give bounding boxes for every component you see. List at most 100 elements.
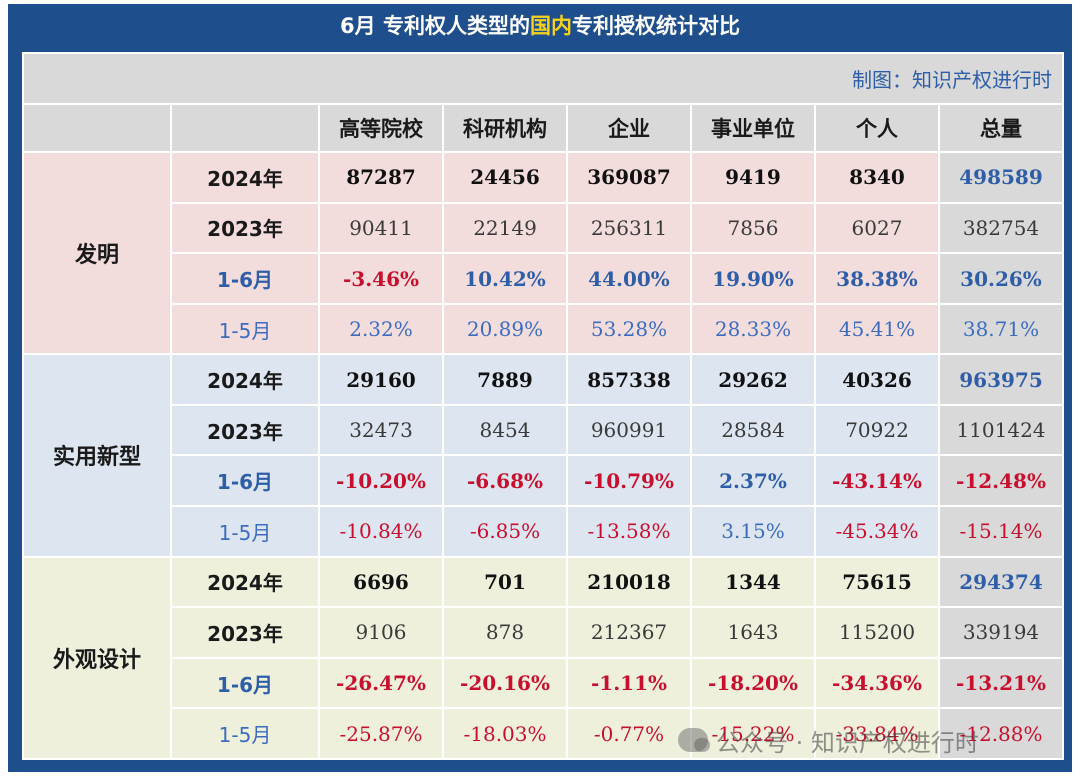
table-cell: 29262 xyxy=(690,353,816,406)
header-row: 高等院校 科研机构 企业 事业单位 个人 总量 xyxy=(22,102,1064,154)
table-cell: 210018 xyxy=(566,555,692,609)
table-cell: 878 xyxy=(442,606,568,659)
table-cell: -6.85% xyxy=(442,505,568,558)
table-cell: 2.37% xyxy=(690,454,816,508)
row-label: 1-5月 xyxy=(170,707,320,760)
table-cell: -3.46% xyxy=(318,252,444,305)
table-row: 外观设计 2024年 6696 701 210018 1344 75615 294374 xyxy=(22,555,1064,761)
table-cell: 256311 xyxy=(566,201,692,255)
table-cell: 19.90% xyxy=(690,252,816,305)
table-cell: 115200 xyxy=(814,606,940,659)
title-suffix: 专利授权统计对比 xyxy=(571,14,740,38)
title-prefix: 6月 专利权人类型的 xyxy=(340,14,530,38)
column-header: 总量 xyxy=(938,102,1064,154)
table-cell: 32473 xyxy=(318,403,444,457)
table-row: 1-6月 -26.47% -20.16% -1.11% -18.20% -34.36% -1… xyxy=(23,656,1064,710)
table-cell: 38.71% xyxy=(938,302,1064,356)
table-cell: -34.36% xyxy=(814,656,940,710)
table-cell: 212367 xyxy=(566,606,692,659)
table-cell: -0.77% xyxy=(566,707,692,760)
row-label: 1-5月 xyxy=(170,302,320,356)
table-cell: 44.00% xyxy=(566,252,692,305)
table-cell: 90411 xyxy=(318,201,444,255)
table-cell: 30.26% xyxy=(938,252,1064,305)
table-cell: 7889 xyxy=(442,353,568,406)
row-label: 2023年 xyxy=(170,201,320,255)
table-row: 2023年 9106 878 212367 1643 115200 339194 xyxy=(23,606,1064,659)
table-row: 1-5月 -25.87% -18.03% -0.77% -15.22% -33.84% -1… xyxy=(23,707,1064,760)
table-cell: 45.41% xyxy=(814,302,940,356)
row-label: 2024年 xyxy=(170,353,320,406)
table-row: 2023年 90411 22149 256311 7856 6027 382754 xyxy=(23,201,1064,255)
table-cell: 963975 xyxy=(938,353,1064,406)
patent-stats-table: 制图：知识产权进行时 高等院校 科研机构 企业 事业单位 个人 总量 发明 202… xyxy=(22,52,1064,761)
category-label: 实用新型 xyxy=(22,353,172,558)
table-cell: 6696 xyxy=(318,555,444,609)
category-label: 发明 xyxy=(22,151,172,356)
table-cell: -13.58% xyxy=(566,505,692,558)
table-cell: 2.32% xyxy=(318,302,444,356)
table-cell: 53.28% xyxy=(566,302,692,356)
table-cell: 857338 xyxy=(566,353,692,406)
row-label: 1-6月 xyxy=(170,454,320,508)
table-cell: -33.84% xyxy=(814,707,940,760)
table-cell: 24456 xyxy=(442,151,568,204)
column-header: 高等院校 xyxy=(318,102,444,154)
chart-title: 6月 专利权人类型的 国内 专利授权统计对比 xyxy=(8,4,1072,46)
table-cell: -25.87% xyxy=(318,707,444,760)
table-cell: -18.03% xyxy=(442,707,568,760)
table-cell: 28.33% xyxy=(690,302,816,356)
table-row: 实用新型 2024年 29160 7889 857338 29262 40326 963975 xyxy=(22,353,1064,558)
table-cell: 294374 xyxy=(938,555,1064,609)
table-cell: -15.22% xyxy=(690,707,816,760)
table-cell: 339194 xyxy=(938,606,1064,659)
row-label: 2024年 xyxy=(170,151,320,204)
table-cell: 22149 xyxy=(442,201,568,255)
column-header: 事业单位 xyxy=(690,102,816,154)
credit-row: 制图：知识产权进行时 xyxy=(22,52,1064,105)
table-row: 1-5月 2.32% 20.89% 53.28% 28.33% 45.41% 38.71% xyxy=(23,302,1064,356)
table-cell: -20.16% xyxy=(442,656,568,710)
table-cell: -26.47% xyxy=(318,656,444,710)
table-cell: -13.21% xyxy=(938,656,1064,710)
title-highlight: 国内 xyxy=(529,14,572,38)
table-cell: -1.11% xyxy=(566,656,692,710)
table-cell: -12.48% xyxy=(938,454,1064,508)
data-table-wrapper: 制图：知识产权进行时 高等院校 科研机构 企业 事业单位 个人 总量 发明 202… xyxy=(22,52,1064,761)
table-row: 发明 2024年 87287 24456 369087 9419 8340 498589 xyxy=(22,151,1064,356)
table-cell: 382754 xyxy=(938,201,1064,255)
table-cell: 28584 xyxy=(690,403,816,457)
table-cell: 8340 xyxy=(814,151,940,204)
column-header: 企业 xyxy=(566,102,692,154)
row-label: 2024年 xyxy=(170,555,320,609)
row-label: 1-6月 xyxy=(170,252,320,305)
row-label: 2023年 xyxy=(170,606,320,659)
table-cell: 9106 xyxy=(318,606,444,659)
table-cell: -12.88% xyxy=(938,707,1064,760)
table-cell: -10.79% xyxy=(566,454,692,508)
table-cell: -6.68% xyxy=(442,454,568,508)
table-cell: 1344 xyxy=(690,555,816,609)
table-cell: 3.15% xyxy=(690,505,816,558)
table-cell: -18.20% xyxy=(690,656,816,710)
table-cell: 1643 xyxy=(690,606,816,659)
category-label: 外观设计 xyxy=(22,555,172,761)
table-cell: 960991 xyxy=(566,403,692,457)
table-cell: -10.84% xyxy=(318,505,444,558)
row-label: 1-6月 xyxy=(170,656,320,710)
table-row: 1-5月 -10.84% -6.85% -13.58% 3.15% -45.34% -15.… xyxy=(23,505,1064,558)
table-cell: -45.34% xyxy=(814,505,940,558)
table-cell: 9419 xyxy=(690,151,816,204)
table-cell: 8454 xyxy=(442,403,568,457)
table-row: 2023年 32473 8454 960991 28584 70922 1101424 xyxy=(23,403,1064,457)
table-row: 1-6月 -10.20% -6.68% -10.79% 2.37% -43.14% -12.… xyxy=(23,454,1064,508)
table-cell: 70922 xyxy=(814,403,940,457)
table-cell: -43.14% xyxy=(814,454,940,508)
table-row: 1-6月 -3.46% 10.42% 44.00% 19.90% 38.38% 30.26% xyxy=(23,252,1064,305)
row-label: 2023年 xyxy=(170,403,320,457)
row-label: 1-5月 xyxy=(170,505,320,558)
table-cell: -10.20% xyxy=(318,454,444,508)
table-cell: 701 xyxy=(442,555,568,609)
table-cell: 87287 xyxy=(318,151,444,204)
watermark-text: 公众号 · 知识产权进行时 xyxy=(716,728,979,757)
